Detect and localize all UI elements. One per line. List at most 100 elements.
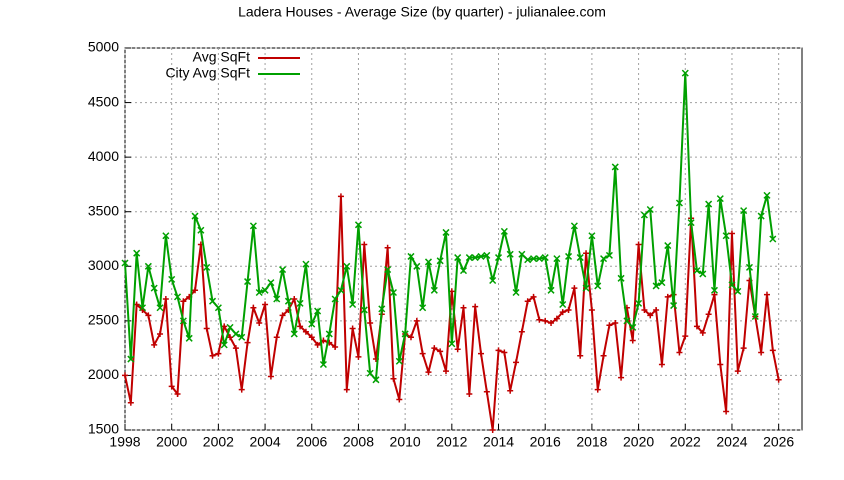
point: [197, 226, 205, 234]
point: [122, 372, 128, 379]
point: [500, 227, 508, 235]
point: [535, 255, 543, 263]
point: [145, 312, 152, 319]
point: [577, 352, 584, 359]
point: [431, 345, 438, 352]
point: [413, 262, 421, 270]
point: [343, 386, 350, 393]
point: [349, 300, 357, 309]
point: [361, 241, 368, 248]
point: [238, 386, 245, 393]
point: [367, 320, 374, 327]
point: [203, 325, 210, 332]
point: [127, 355, 135, 363]
point: [162, 296, 169, 303]
point: [174, 390, 181, 397]
point: [227, 334, 234, 341]
point: [354, 221, 362, 229]
point: [378, 305, 386, 313]
point: [150, 284, 158, 292]
point: [513, 359, 520, 366]
point: [261, 286, 269, 294]
point: [757, 212, 765, 220]
x-tick-label: 1998: [109, 434, 140, 450]
point: [553, 315, 560, 322]
point: [419, 350, 426, 357]
point: [424, 258, 433, 266]
point: [168, 275, 176, 283]
point: [769, 235, 777, 243]
point: [442, 368, 449, 375]
point: [314, 307, 322, 315]
point: [384, 266, 392, 274]
point: [244, 278, 252, 286]
point: [191, 212, 199, 220]
point: [366, 369, 374, 377]
point: [226, 323, 234, 331]
point: [658, 279, 666, 287]
point: [635, 299, 643, 307]
point: [717, 361, 724, 368]
y-tick-label: 1500: [88, 421, 119, 437]
point: [297, 323, 304, 330]
point: [675, 199, 683, 207]
x-tick-label: 2026: [763, 434, 794, 450]
point: [711, 291, 718, 298]
point: [489, 276, 497, 285]
point: [255, 288, 263, 297]
point: [267, 373, 274, 380]
point: [460, 304, 467, 311]
point: [185, 334, 193, 342]
point: [419, 304, 427, 312]
chart-title: Ladera Houses - Average Size (by quarter…: [238, 4, 606, 20]
point: [162, 232, 170, 240]
point: [699, 270, 707, 278]
point: [290, 330, 298, 338]
point: [244, 339, 251, 346]
point: [220, 341, 228, 349]
point: [547, 286, 555, 294]
point: [681, 69, 689, 77]
plot-frame: [124, 47, 803, 431]
point: [454, 254, 462, 262]
point: [325, 330, 333, 338]
point: [670, 302, 678, 310]
point: [734, 287, 742, 295]
point: [541, 254, 549, 262]
point: [489, 427, 496, 433]
point: [173, 293, 182, 301]
point: [466, 390, 473, 397]
point: [722, 232, 730, 240]
point: [605, 251, 613, 259]
point: [121, 259, 129, 267]
point: [548, 320, 555, 327]
point: [588, 306, 595, 313]
point: [156, 304, 164, 312]
point: [319, 360, 327, 369]
point: [606, 322, 613, 329]
point: [629, 337, 636, 344]
point: [495, 347, 502, 354]
point: [262, 301, 269, 308]
point: [553, 255, 561, 263]
point: [612, 320, 619, 327]
point: [308, 320, 316, 328]
legend-label: City Avg SqFt: [165, 65, 250, 81]
point: [337, 286, 345, 294]
point: [583, 250, 590, 257]
point: [530, 293, 537, 300]
point: [763, 191, 771, 199]
x-tick-label: 2010: [390, 434, 421, 450]
legend-label: Avg SqFt: [193, 49, 250, 65]
point: [658, 361, 665, 368]
point: [168, 383, 175, 390]
point: [594, 282, 602, 290]
point: [291, 296, 298, 303]
point: [740, 207, 748, 215]
point: [448, 340, 456, 348]
point: [664, 293, 671, 300]
point: [279, 266, 287, 274]
point: [751, 312, 759, 321]
point: [401, 330, 409, 338]
